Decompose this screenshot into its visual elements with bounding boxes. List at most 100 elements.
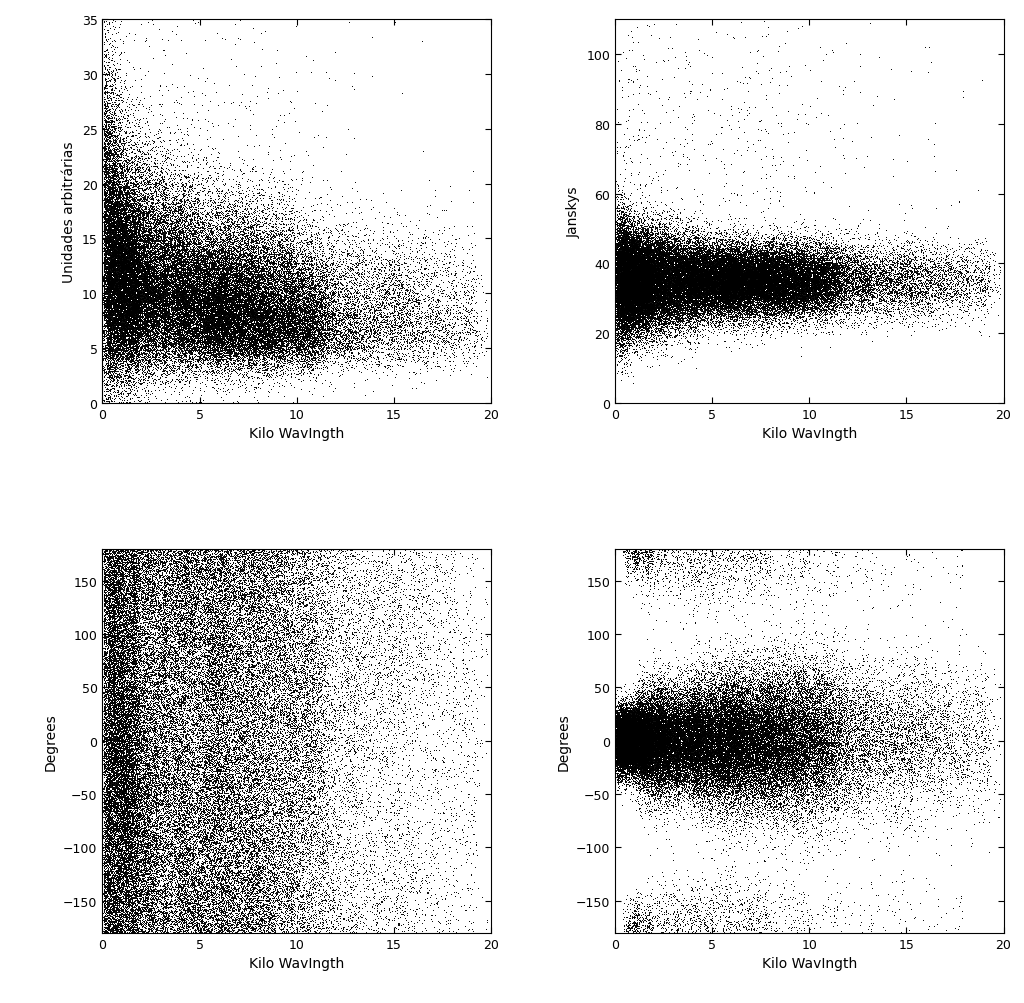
Point — [114, 307, 130, 323]
Point — [142, 811, 159, 827]
Point — [635, 272, 651, 288]
Point — [292, 337, 308, 353]
Point — [104, 307, 121, 323]
Point — [639, 326, 655, 342]
Point — [632, 281, 648, 297]
Point — [148, 250, 165, 266]
Point — [116, 662, 132, 678]
Point — [608, 724, 625, 740]
Point — [109, 198, 125, 214]
Point — [765, 683, 781, 699]
Point — [618, 269, 635, 285]
Point — [251, 616, 267, 632]
Point — [893, 690, 909, 706]
Point — [207, 769, 223, 785]
Point — [142, 228, 159, 244]
Point — [609, 737, 626, 753]
Point — [725, 270, 741, 286]
Point — [128, 351, 144, 367]
Point — [922, 733, 938, 749]
Point — [275, 571, 292, 587]
Point — [242, 348, 258, 364]
Point — [731, 287, 748, 303]
Point — [240, 832, 256, 849]
Point — [727, 242, 743, 258]
Point — [142, 861, 159, 877]
Point — [612, 289, 629, 305]
Point — [633, 277, 649, 293]
Point — [172, 172, 188, 188]
Point — [210, 612, 226, 628]
Point — [627, 269, 643, 285]
Point — [623, 767, 639, 783]
Point — [615, 235, 632, 251]
Point — [633, 739, 649, 755]
Point — [641, 261, 657, 277]
Point — [271, 583, 288, 599]
Point — [687, 291, 703, 307]
Point — [460, 327, 476, 343]
Point — [223, 786, 240, 802]
Point — [685, 697, 701, 713]
Point — [732, 286, 749, 302]
Point — [200, 814, 216, 830]
Point — [624, 551, 640, 567]
Point — [615, 742, 632, 758]
Point — [236, 735, 252, 751]
Point — [979, 249, 995, 265]
Point — [397, 640, 414, 656]
Point — [645, 731, 662, 747]
Point — [652, 279, 669, 295]
Point — [756, 246, 772, 262]
Point — [112, 808, 128, 824]
Point — [637, 723, 653, 739]
Point — [728, 764, 744, 780]
Point — [104, 780, 121, 796]
Point — [624, 750, 640, 766]
Point — [641, 309, 657, 325]
Point — [118, 855, 134, 871]
Point — [110, 341, 126, 357]
Point — [922, 739, 938, 755]
Point — [253, 545, 269, 561]
Point — [121, 269, 137, 285]
Point — [622, 731, 638, 747]
Point — [656, 729, 673, 745]
Point — [196, 272, 212, 288]
Point — [106, 735, 123, 751]
Point — [266, 343, 283, 359]
Point — [629, 252, 645, 268]
Point — [670, 301, 686, 317]
Point — [713, 284, 729, 300]
Point — [730, 558, 746, 574]
Point — [751, 739, 767, 755]
Point — [261, 276, 278, 292]
Point — [790, 266, 806, 282]
Point — [696, 246, 713, 262]
Point — [252, 561, 268, 577]
Point — [105, 196, 122, 212]
Point — [757, 284, 773, 300]
Point — [763, 723, 779, 739]
Point — [664, 265, 680, 281]
Point — [300, 327, 316, 343]
Point — [184, 201, 201, 217]
Point — [703, 743, 720, 759]
Point — [202, 635, 218, 651]
Point — [330, 604, 346, 620]
Point — [103, 831, 120, 848]
Point — [801, 270, 817, 286]
Point — [640, 724, 656, 740]
Point — [614, 280, 631, 296]
Point — [310, 816, 327, 832]
Point — [765, 755, 781, 771]
Point — [173, 341, 189, 357]
Point — [665, 700, 681, 716]
Point — [294, 334, 310, 350]
Point — [706, 231, 722, 247]
Point — [315, 289, 332, 305]
Point — [973, 728, 989, 744]
Point — [615, 744, 632, 760]
Point — [276, 244, 293, 260]
Point — [689, 726, 706, 742]
